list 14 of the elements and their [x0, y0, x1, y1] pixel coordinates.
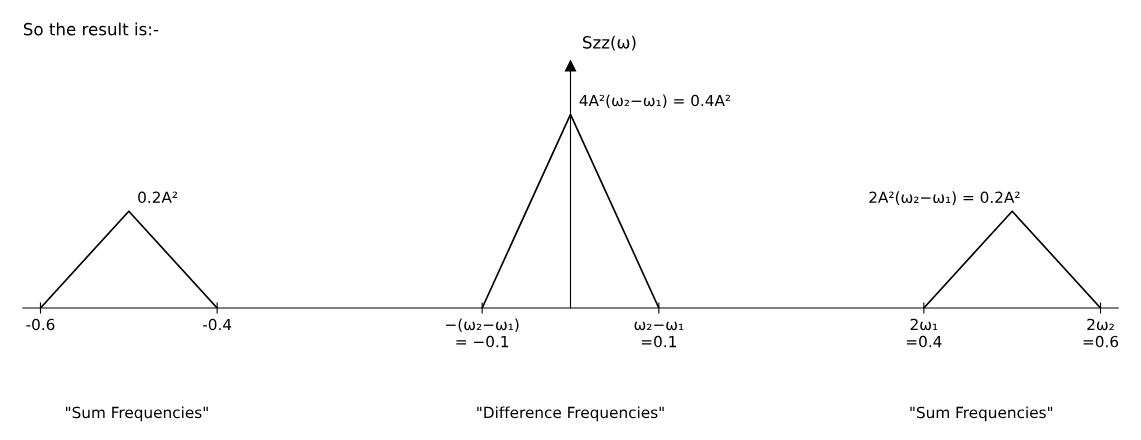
x-tick-label: -0.4	[203, 318, 232, 331]
x-tick-label: −(ω₂−ω₁) = −0.1	[446, 318, 519, 348]
text: "Sum Frequencies"	[66, 406, 208, 422]
chart-title: So the result is:-	[23, 22, 159, 36]
text: "Sum Frequencies"	[910, 406, 1053, 422]
x-tick-label: ω₂−ω₁ =0.1	[634, 321, 684, 348]
x-tick-label: 2ω₁ =0.4	[906, 318, 942, 348]
annotation: 0.2A²	[138, 191, 178, 204]
text: "Difference Frequencies"	[477, 406, 664, 422]
y-axis-title: Szz(ω)	[583, 35, 636, 51]
annotation: 4A²(ω₂−ω₁) = 0.4A²	[579, 94, 731, 109]
x-tick-label: 2ω₂ =0.6	[1083, 318, 1119, 348]
x-tick-label: -0.6	[26, 318, 55, 331]
annotation: 2A²(ω₂−ω₁) = 0.2A²	[869, 191, 1020, 205]
